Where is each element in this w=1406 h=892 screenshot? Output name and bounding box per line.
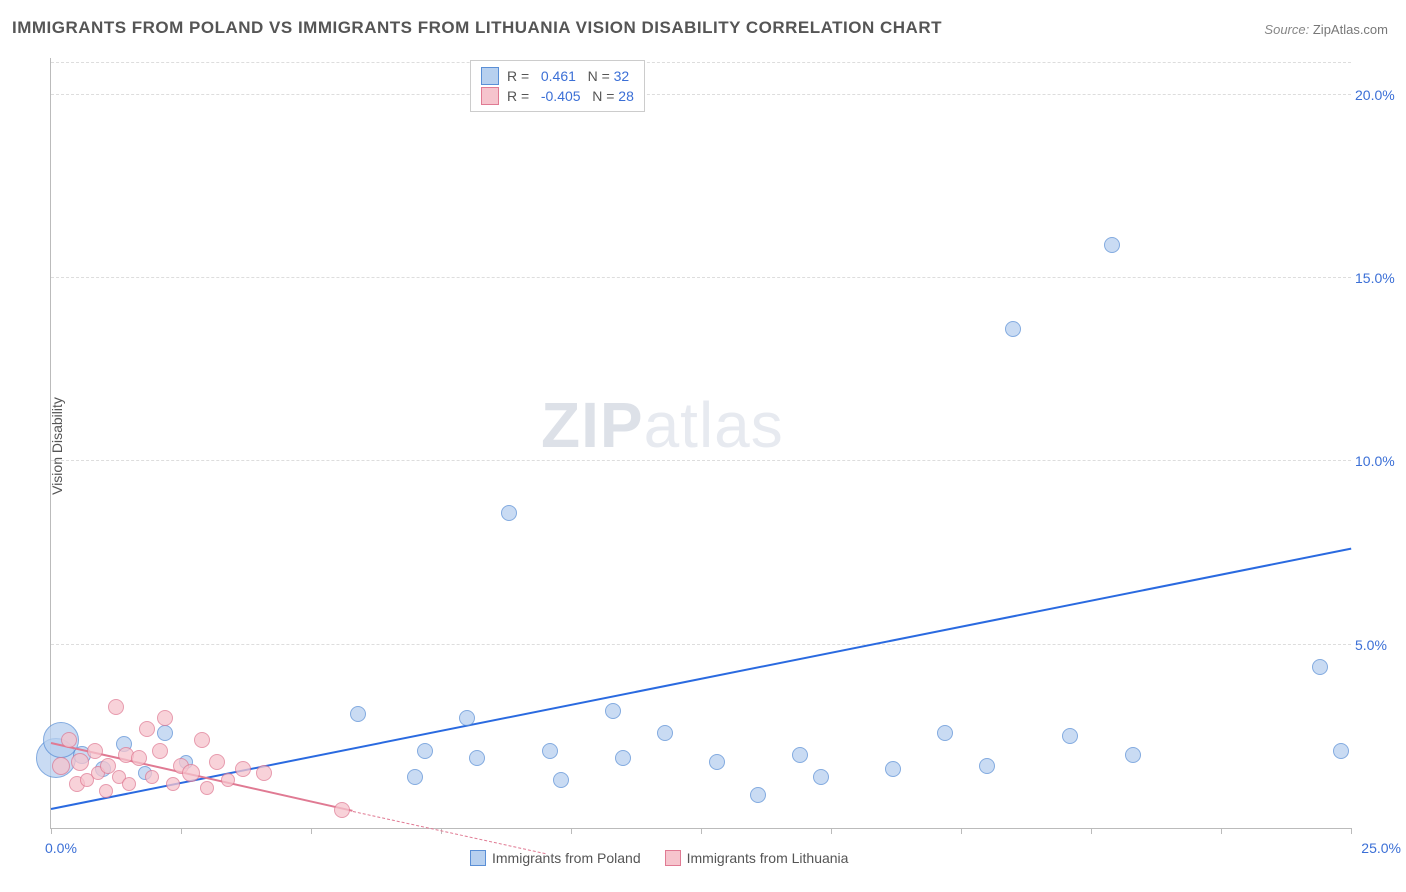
legend-swatch <box>481 87 499 105</box>
data-point <box>407 769 423 785</box>
data-point <box>157 725 173 741</box>
x-tick <box>701 828 702 834</box>
legend-label: Immigrants from Poland <box>492 850 641 866</box>
data-point <box>542 743 558 759</box>
data-point <box>350 706 366 722</box>
legend-swatch <box>481 67 499 85</box>
data-point <box>157 710 173 726</box>
gridline <box>51 460 1351 461</box>
data-point <box>885 761 901 777</box>
data-point <box>553 772 569 788</box>
data-point <box>709 754 725 770</box>
data-point <box>1312 659 1328 675</box>
data-point <box>108 699 124 715</box>
source-attribution: Source: ZipAtlas.com <box>1264 22 1388 37</box>
x-tick <box>831 828 832 834</box>
legend-series: Immigrants from Poland Immigrants from Li… <box>470 850 848 866</box>
data-point <box>221 773 235 787</box>
y-tick-label: 15.0% <box>1355 270 1403 286</box>
data-point <box>334 802 350 818</box>
data-point <box>145 770 159 784</box>
data-point <box>657 725 673 741</box>
x-tick <box>961 828 962 834</box>
data-point <box>1005 321 1021 337</box>
source-label: Source: <box>1264 22 1309 37</box>
legend-label: Immigrants from Lithuania <box>687 850 849 866</box>
chart-title: IMMIGRANTS FROM POLAND VS IMMIGRANTS FRO… <box>12 18 942 38</box>
watermark-zip: ZIP <box>541 389 644 461</box>
data-point <box>200 781 214 795</box>
data-point <box>122 777 136 791</box>
data-point <box>1104 237 1120 253</box>
watermark-atlas: atlas <box>644 389 784 461</box>
data-point <box>813 769 829 785</box>
gridline <box>51 644 1351 645</box>
legend-stat-row: R = 0.461 N = 32 <box>481 67 634 85</box>
data-point <box>1333 743 1349 759</box>
data-point <box>194 732 210 748</box>
data-point <box>256 765 272 781</box>
data-point <box>459 710 475 726</box>
data-point <box>605 703 621 719</box>
x-tick <box>1351 828 1352 834</box>
legend-stat-text: R = -0.405 N = 28 <box>507 88 634 104</box>
y-tick-label: 10.0% <box>1355 453 1403 469</box>
trend-line <box>352 811 545 854</box>
gridline <box>51 94 1351 95</box>
legend-stat-row: R = -0.405 N = 28 <box>481 87 634 105</box>
x-tick <box>311 828 312 834</box>
source-value: ZipAtlas.com <box>1313 22 1388 37</box>
data-point <box>139 721 155 737</box>
chart-container: IMMIGRANTS FROM POLAND VS IMMIGRANTS FRO… <box>0 0 1406 892</box>
x-tick <box>571 828 572 834</box>
data-point <box>166 777 180 791</box>
legend-stat-text: R = 0.461 N = 32 <box>507 68 629 84</box>
x-tick-label: 0.0% <box>45 840 77 856</box>
data-point <box>501 505 517 521</box>
legend-swatch <box>665 850 681 866</box>
data-point <box>469 750 485 766</box>
data-point <box>182 764 200 782</box>
data-point <box>61 732 77 748</box>
legend-item: Immigrants from Lithuania <box>665 850 849 866</box>
x-tick <box>1091 828 1092 834</box>
plot-area: ZIPatlas 5.0%10.0%15.0%20.0%0.0%25.0% <box>50 58 1351 829</box>
gridline <box>51 277 1351 278</box>
data-point <box>1125 747 1141 763</box>
data-point <box>152 743 168 759</box>
data-point <box>615 750 631 766</box>
data-point <box>1062 728 1078 744</box>
data-point <box>235 761 251 777</box>
legend-swatch <box>470 850 486 866</box>
data-point <box>979 758 995 774</box>
data-point <box>99 784 113 798</box>
data-point <box>87 743 103 759</box>
data-point <box>71 753 89 771</box>
x-tick <box>1221 828 1222 834</box>
data-point <box>131 750 147 766</box>
data-point <box>750 787 766 803</box>
x-tick <box>51 828 52 834</box>
legend-stats: R = 0.461 N = 32 R = -0.405 N = 28 <box>470 60 645 112</box>
gridline <box>51 62 1351 63</box>
legend-item: Immigrants from Poland <box>470 850 641 866</box>
x-tick <box>181 828 182 834</box>
y-tick-label: 5.0% <box>1355 637 1403 653</box>
x-tick-label: 25.0% <box>1361 840 1401 856</box>
data-point <box>937 725 953 741</box>
data-point <box>52 757 70 775</box>
data-point <box>792 747 808 763</box>
watermark: ZIPatlas <box>541 388 784 462</box>
data-point <box>209 754 225 770</box>
y-tick-label: 20.0% <box>1355 87 1403 103</box>
data-point <box>417 743 433 759</box>
